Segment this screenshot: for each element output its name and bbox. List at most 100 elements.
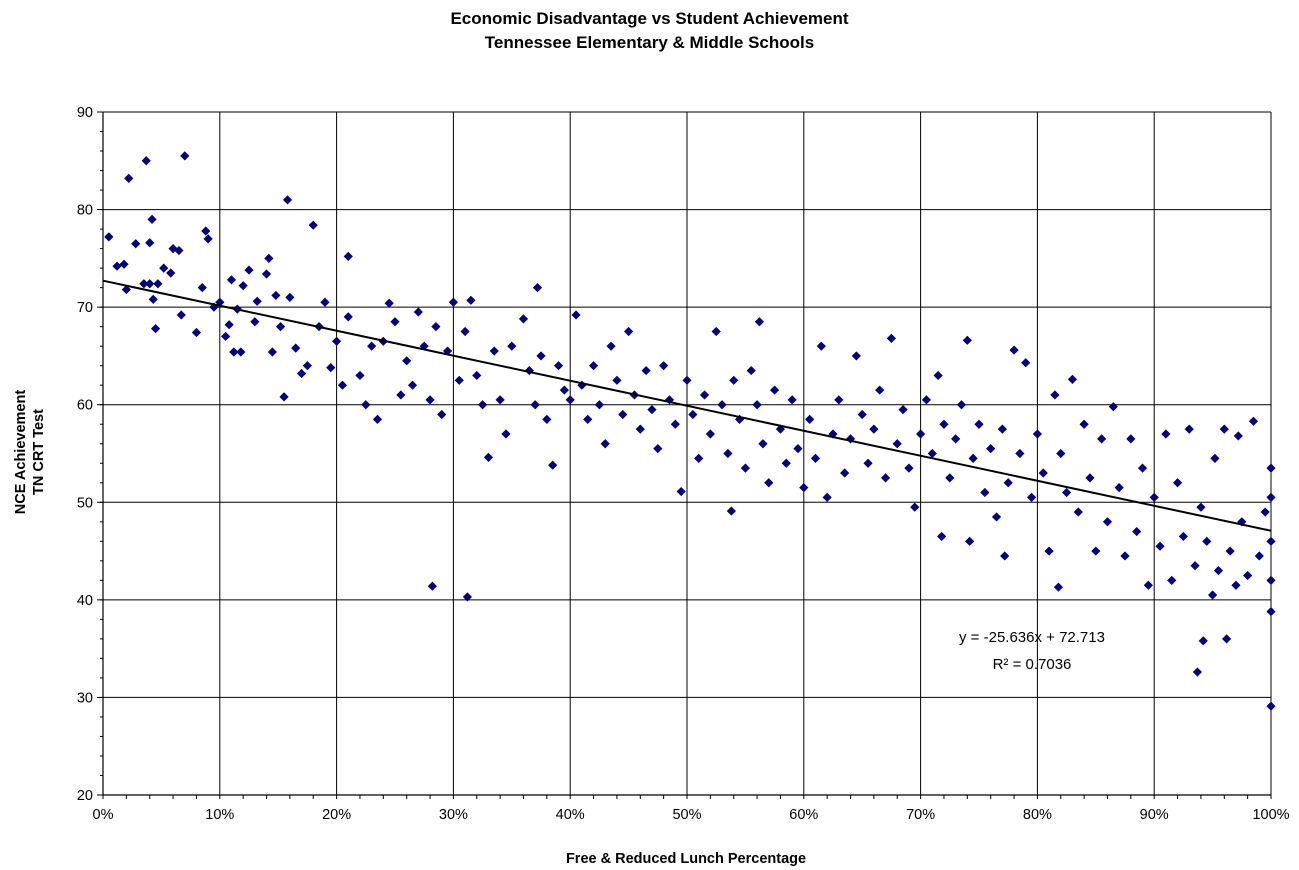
data-point (822, 492, 832, 503)
data-point (532, 283, 543, 293)
data-point (454, 375, 464, 385)
y-tick-label: 70 (77, 300, 93, 316)
data-point (1114, 483, 1124, 493)
data-point (898, 404, 908, 415)
data-point (530, 400, 540, 410)
data-point (754, 317, 765, 327)
data-point (145, 279, 155, 289)
data-point (1000, 551, 1010, 561)
data-point (413, 307, 423, 317)
data-point (419, 341, 429, 351)
data-point (1190, 561, 1200, 571)
data-point (402, 356, 412, 366)
data-point (880, 473, 891, 483)
data-point (1053, 582, 1064, 592)
data-point (810, 453, 821, 463)
data-point (501, 429, 511, 439)
data-point (1102, 517, 1113, 527)
data-point (787, 395, 797, 405)
data-point (726, 506, 736, 516)
data-point (1248, 416, 1259, 426)
data-point (857, 409, 867, 420)
data-point (559, 385, 569, 395)
data-point (1097, 434, 1107, 444)
data-point (997, 424, 1007, 434)
data-point (1196, 502, 1206, 512)
data-point (892, 439, 902, 449)
data-point (711, 326, 721, 337)
data-point (1044, 546, 1054, 556)
data-point (635, 424, 645, 434)
data-point (236, 347, 246, 357)
data-point (1079, 419, 1089, 429)
data-point (112, 261, 122, 271)
data-point (343, 251, 353, 262)
data-point (226, 275, 237, 285)
trendline-line (102, 279, 1272, 532)
data-point (483, 452, 494, 463)
data-point (282, 195, 293, 205)
data-point (659, 361, 669, 371)
data-point (974, 419, 984, 429)
data-point (565, 395, 575, 405)
data-point (367, 341, 377, 351)
data-point (705, 429, 715, 439)
data-point (886, 333, 896, 343)
y-tick-labels: 20 30 40 50 60 70 80 90 (77, 105, 93, 804)
data-point (1266, 536, 1276, 546)
data-point (1015, 448, 1025, 459)
data-point (694, 453, 704, 463)
data-point (1233, 431, 1243, 441)
data-point (945, 473, 955, 483)
data-point (460, 326, 470, 337)
data-point (267, 347, 277, 357)
x-tick-label: 20% (322, 807, 351, 823)
data-point (746, 365, 756, 376)
data-point (489, 346, 499, 356)
data-point (1062, 487, 1072, 498)
data-point (723, 448, 733, 459)
data-point (937, 531, 947, 542)
x-tick-label: 100% (1252, 807, 1289, 823)
data-point (104, 232, 114, 242)
data-point (1222, 634, 1232, 644)
data-point (583, 414, 593, 424)
data-point (676, 486, 686, 497)
data-point (594, 400, 604, 410)
y-axis-label-line2: TN CRT Test (31, 409, 47, 495)
data-point (1108, 402, 1118, 412)
data-point (682, 375, 692, 385)
data-point (951, 434, 961, 444)
data-point (606, 341, 616, 351)
chart-subtitle: Tennessee Elementary & Middle Schools (484, 33, 815, 52)
x-tick-label: 80% (1023, 807, 1052, 823)
data-point (427, 581, 437, 591)
data-point (799, 483, 809, 493)
data-point (279, 392, 289, 402)
data-point (805, 414, 815, 424)
data-point (1266, 463, 1276, 473)
data-point (326, 363, 336, 373)
x-tick-label: 0% (93, 807, 114, 823)
data-point (1032, 429, 1042, 439)
data-point (641, 365, 651, 376)
data-point (548, 460, 558, 470)
data-point (141, 156, 151, 166)
data-point (518, 314, 529, 324)
data-point (124, 173, 134, 183)
data-point (933, 370, 943, 381)
data-point (1266, 606, 1276, 617)
y-tick-label: 90 (77, 105, 93, 121)
data-point (1126, 434, 1136, 444)
x-tick-label: 40% (556, 807, 585, 823)
y-tick-label: 80 (77, 203, 93, 219)
y-tick-label: 60 (77, 398, 93, 414)
data-point (840, 468, 850, 478)
y-tick-label: 40 (77, 593, 93, 609)
data-point (717, 400, 727, 410)
data-point (904, 463, 914, 473)
x-tick-label: 70% (906, 807, 935, 823)
data-point (131, 239, 141, 249)
data-point (472, 370, 482, 381)
